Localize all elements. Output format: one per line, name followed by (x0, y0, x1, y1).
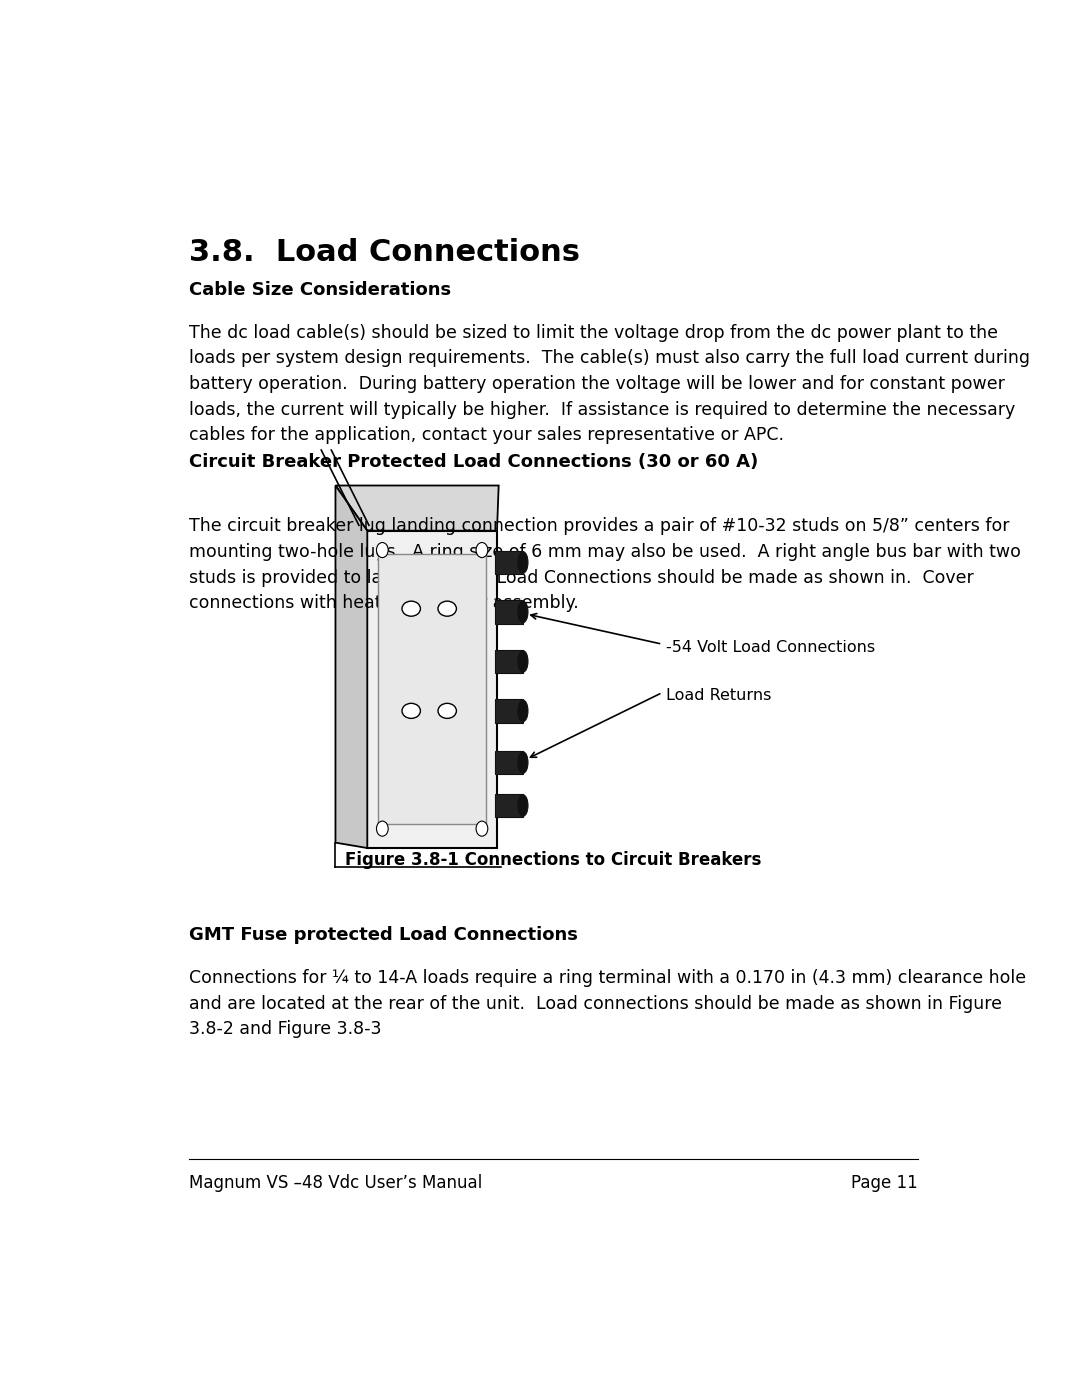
Text: -54 Volt Load Connections: -54 Volt Load Connections (666, 640, 876, 655)
Bar (496, 601, 523, 623)
Bar (496, 550, 523, 574)
Bar (496, 793, 523, 817)
Text: Page 11: Page 11 (851, 1173, 918, 1192)
Ellipse shape (518, 700, 528, 722)
Text: The dc load cable(s) should be sized to limit the voltage drop from the dc power: The dc load cable(s) should be sized to … (189, 324, 1030, 444)
Text: Load Returns: Load Returns (666, 689, 772, 703)
Bar (496, 650, 523, 673)
Circle shape (377, 821, 388, 837)
Polygon shape (336, 486, 499, 531)
Ellipse shape (518, 651, 528, 672)
Ellipse shape (518, 795, 528, 816)
Text: Circuit Breaker Protected Load Connections (30 or 60 A): Circuit Breaker Protected Load Connectio… (189, 453, 758, 471)
Circle shape (476, 821, 488, 837)
Ellipse shape (402, 703, 420, 718)
Bar (496, 750, 523, 774)
Circle shape (377, 542, 388, 557)
Polygon shape (336, 486, 367, 848)
Text: 3.8.  Load Connections: 3.8. Load Connections (189, 237, 580, 267)
Ellipse shape (518, 601, 528, 623)
Text: GMT Fuse protected Load Connections: GMT Fuse protected Load Connections (189, 926, 578, 944)
Text: Cable Size Considerations: Cable Size Considerations (189, 281, 451, 299)
Bar (378, 555, 486, 824)
Bar (367, 531, 497, 848)
Ellipse shape (518, 552, 528, 573)
Text: Connections for ¼ to 14-A loads require a ring terminal with a 0.170 in (4.3 mm): Connections for ¼ to 14-A loads require … (189, 970, 1026, 1038)
Text: Magnum VS –48 Vdc User’s Manual: Magnum VS –48 Vdc User’s Manual (189, 1173, 483, 1192)
Ellipse shape (518, 752, 528, 774)
Text: The circuit breaker lug landing connection provides a pair of #10-32 studs on 5/: The circuit breaker lug landing connecti… (189, 517, 1021, 612)
Ellipse shape (438, 601, 457, 616)
Bar (496, 698, 523, 722)
Text: Figure 3.8-1 Connections to Circuit Breakers: Figure 3.8-1 Connections to Circuit Brea… (346, 851, 761, 869)
Ellipse shape (402, 601, 420, 616)
Circle shape (476, 542, 488, 557)
Ellipse shape (438, 703, 457, 718)
